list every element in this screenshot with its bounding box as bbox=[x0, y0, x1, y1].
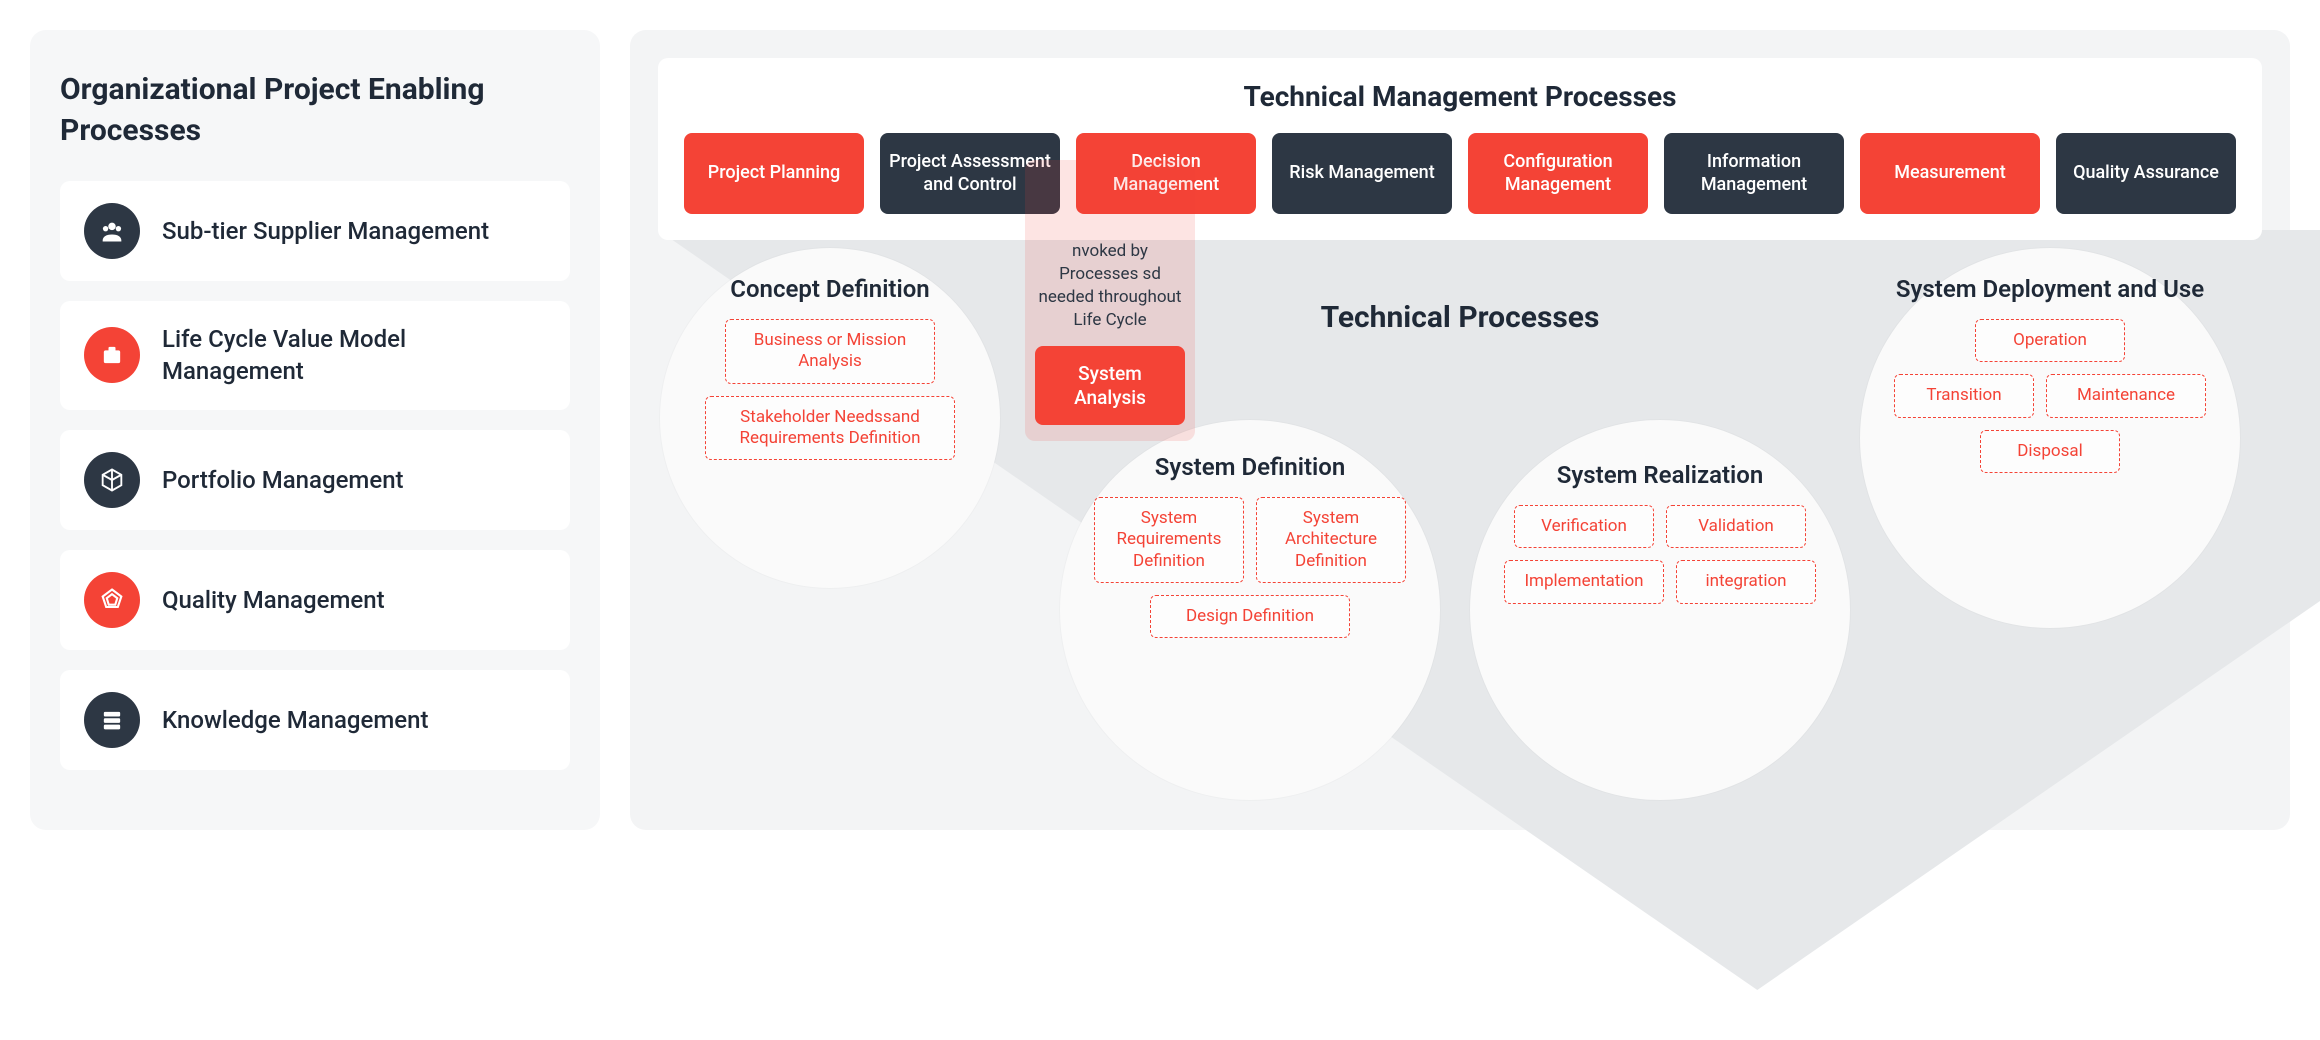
pentagon-icon bbox=[84, 572, 140, 628]
sidebar-item-portfolio: Portfolio Management bbox=[60, 430, 570, 530]
dashed-chip: integration bbox=[1676, 560, 1816, 603]
circle-title: Concept Definition bbox=[730, 274, 929, 305]
circle-title: System Definition bbox=[1155, 452, 1346, 483]
org-project-title: Organizational Project Enabling Processe… bbox=[60, 70, 570, 151]
dashed-chip: Stakeholder Needssand Requirements Defin… bbox=[705, 396, 955, 461]
circle-system-deployment: System Deployment and Use Operation Tran… bbox=[1860, 248, 2240, 628]
invoked-column: nvoked by Processes sd needed throughout… bbox=[1025, 160, 1195, 441]
technical-management-box: Technical Management Processes Project P… bbox=[658, 58, 2262, 240]
tmp-chip: Information Management bbox=[1664, 133, 1844, 214]
dashed-chip: Design Definition bbox=[1150, 595, 1350, 638]
tmp-chip-row: Project PlanningProject Assessment and C… bbox=[684, 133, 2236, 214]
briefcase-icon bbox=[84, 327, 140, 383]
sidebar-label: Portfolio Management bbox=[162, 464, 404, 496]
books-icon bbox=[84, 692, 140, 748]
sidebar-item-lifecycle-value: Life Cycle Value Model Management bbox=[60, 301, 570, 410]
sidebar-item-knowledge: Knowledge Management bbox=[60, 670, 570, 770]
dashed-chip: Disposal bbox=[1980, 430, 2120, 473]
circle-concept-definition: Concept Definition Business or Mission A… bbox=[660, 248, 1000, 588]
tmp-chip: Project Planning bbox=[684, 133, 864, 214]
tmp-chip: Measurement bbox=[1860, 133, 2040, 214]
dashed-chip: Business or Mission Analysis bbox=[725, 319, 935, 384]
dashed-chip: Operation bbox=[1975, 319, 2125, 362]
system-analysis-chip: System Analysis bbox=[1035, 346, 1185, 426]
sidebar-item-subtier-supplier: Sub-tier Supplier Management bbox=[60, 181, 570, 281]
dashed-chip: Validation bbox=[1666, 505, 1806, 548]
dashed-chip: System Architecture Definition bbox=[1256, 497, 1406, 583]
circle-system-realization: System Realization Verification Validati… bbox=[1470, 420, 1850, 800]
tmp-chip: Risk Management bbox=[1272, 133, 1452, 214]
cube-icon bbox=[84, 452, 140, 508]
invoked-text: nvoked by Processes sd needed throughout… bbox=[1035, 240, 1185, 332]
dashed-chip: Maintenance bbox=[2046, 374, 2206, 417]
sidebar-label: Sub-tier Supplier Management bbox=[162, 215, 489, 247]
circle-title: System Deployment and Use bbox=[1896, 274, 2204, 305]
org-project-enabling-panel: Organizational Project Enabling Processe… bbox=[30, 30, 600, 830]
dashed-chip: Verification bbox=[1514, 505, 1654, 548]
tmp-title: Technical Management Processes bbox=[684, 80, 2236, 113]
circle-title: System Realization bbox=[1557, 460, 1764, 491]
sidebar-label: Knowledge Management bbox=[162, 704, 429, 736]
dashed-chip: Implementation bbox=[1504, 560, 1664, 603]
sidebar-label: Quality Management bbox=[162, 584, 385, 616]
dashed-chip: System Requirements Definition bbox=[1094, 497, 1244, 583]
circle-system-definition: System Definition System Requirements De… bbox=[1060, 420, 1440, 800]
dashed-chip: Transition bbox=[1894, 374, 2034, 417]
right-panel: Technical Management Processes Project P… bbox=[630, 30, 2290, 830]
tmp-chip: Configuration Management bbox=[1468, 133, 1648, 214]
users-icon bbox=[84, 203, 140, 259]
tmp-chip: Quality Assurance bbox=[2056, 133, 2236, 214]
sidebar-label: Life Cycle Value Model Management bbox=[162, 323, 546, 388]
sidebar-item-quality: Quality Management bbox=[60, 550, 570, 650]
